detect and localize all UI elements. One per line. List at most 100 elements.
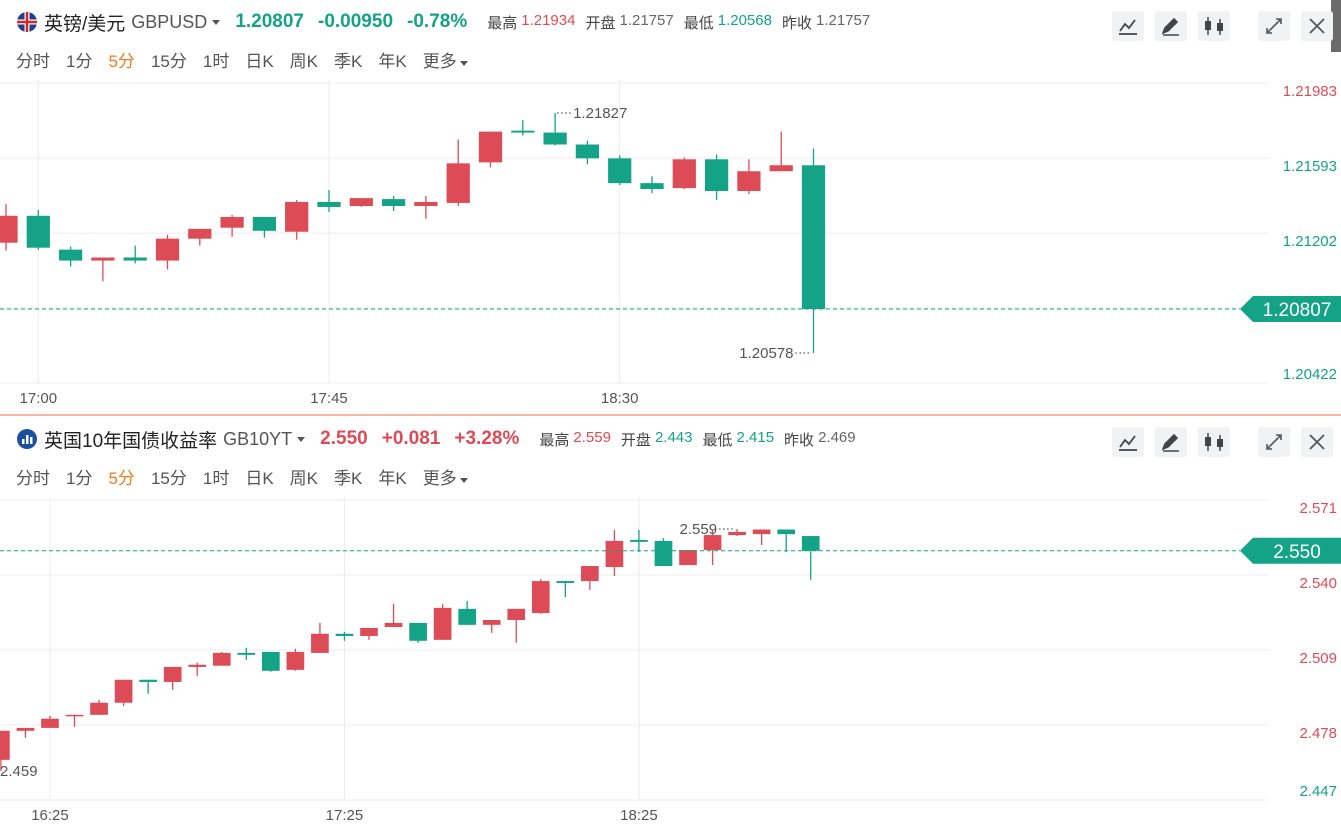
candle-body xyxy=(286,651,305,670)
stat-value: 2.469 xyxy=(818,428,856,446)
stat-label: 昨收 xyxy=(781,14,812,32)
period-tab[interactable]: 1时 xyxy=(202,468,230,488)
last-price-label: 1.20807 xyxy=(1263,300,1332,321)
period-tabs: 分时 1分 5分 15分 1时 日K 周K 季K 年K 更多 xyxy=(16,46,469,72)
candle-body xyxy=(531,581,550,613)
last-price: 2.550 xyxy=(320,428,368,449)
candle-body xyxy=(237,652,256,655)
stat-value: 1.21934 xyxy=(521,11,576,29)
candle-body xyxy=(543,132,567,145)
candle-body xyxy=(360,627,378,636)
dropdown-caret[interactable] xyxy=(459,59,469,67)
candle-body xyxy=(414,201,438,206)
candle-body xyxy=(728,531,746,536)
candle-body xyxy=(446,163,470,203)
period-tab[interactable]: 更多 xyxy=(423,47,469,72)
instrument-header: 英国10年国债收益率 GB10YT 2.550 +0.081 +3.28% 最高… xyxy=(16,424,856,454)
x-tick-label: 17:45 xyxy=(310,390,348,407)
period-tab[interactable]: 1分 xyxy=(66,468,93,488)
period-tab[interactable]: 日K xyxy=(245,468,274,488)
period-tab[interactable]: 15分 xyxy=(150,51,187,71)
candle-body xyxy=(482,620,501,625)
dropdown-caret[interactable] xyxy=(296,435,306,443)
stat-value: 1.21757 xyxy=(815,11,871,29)
flag-icon xyxy=(17,12,37,32)
candle-body xyxy=(703,535,722,551)
period-tab[interactable]: 1时 xyxy=(202,51,230,71)
stats: 最高 2.559 开盘 2.443 最低 2.415 昨收 2.469 xyxy=(533,429,855,450)
dropdown-caret[interactable] xyxy=(459,476,469,484)
candle-body xyxy=(640,183,664,190)
candle-body xyxy=(317,201,341,207)
stat-label: 开盘 xyxy=(585,14,616,32)
candle-body xyxy=(507,608,526,620)
period-tabs: 分时 1分 5分 15分 1时 日K 周K 季K 年K 更多 xyxy=(16,463,469,489)
candle-body xyxy=(0,730,10,760)
stat-label: 最高 xyxy=(539,431,570,449)
candle-body xyxy=(381,199,406,206)
extreme-marker: 1.20578 xyxy=(739,345,793,362)
instrument-name: 英国10年国债收益率 xyxy=(44,430,218,452)
stat-value: 2.415 xyxy=(736,428,775,446)
candle-body xyxy=(556,581,575,583)
stat-value: 2.559 xyxy=(573,428,611,446)
stat-label: 最高 xyxy=(487,14,518,32)
period-tab[interactable]: 季K xyxy=(334,51,363,71)
candle-body xyxy=(188,664,207,667)
period-tab[interactable]: 更多 xyxy=(423,464,469,489)
y-tick-label: 2.447 xyxy=(1299,783,1337,800)
instrument-code[interactable]: GBPUSD xyxy=(131,11,208,32)
period-tab[interactable]: 15分 xyxy=(150,468,187,488)
chart-type-button[interactable] xyxy=(1198,427,1230,457)
candle-body xyxy=(769,165,793,172)
chart-type-button[interactable] xyxy=(1198,11,1230,41)
scrollbar xyxy=(1331,0,1341,52)
stat-value: 2.443 xyxy=(654,428,693,446)
period-tab[interactable]: 日K xyxy=(245,51,274,71)
candle-body xyxy=(737,171,761,192)
candle-body xyxy=(478,131,503,163)
candle-body xyxy=(335,633,354,636)
candle-body xyxy=(155,238,180,261)
instrument-name: 英镑/美元 xyxy=(44,13,126,35)
period-tab[interactable]: 年K xyxy=(378,468,407,488)
stat-label: 开盘 xyxy=(620,431,651,449)
period-tab[interactable]: 分时 xyxy=(16,468,50,488)
period-tab[interactable]: 季K xyxy=(334,468,363,488)
instrument-code[interactable]: GB10YT xyxy=(223,428,293,449)
period-tab[interactable]: 分时 xyxy=(16,51,50,71)
last-price-label: 2.550 xyxy=(1273,542,1321,563)
price-change-percent: -0.78% xyxy=(407,11,468,32)
period-tab[interactable]: 年K xyxy=(378,51,407,71)
candle-body xyxy=(26,215,50,248)
x-tick-label: 17:00 xyxy=(20,390,58,407)
stat-label: 最低 xyxy=(702,431,733,449)
candle-body xyxy=(91,257,115,261)
candle-body xyxy=(458,608,476,625)
candle-body xyxy=(752,529,771,535)
last-price-tag xyxy=(1240,296,1341,323)
candle-body xyxy=(220,216,244,228)
period-tab[interactable]: 5分 xyxy=(108,468,135,488)
stat-value: 1.21757 xyxy=(619,11,674,29)
stat-label: 昨收 xyxy=(784,431,815,449)
stat-value: 1.20568 xyxy=(717,11,772,29)
stat-label: 最低 xyxy=(683,14,714,32)
candle-body xyxy=(123,257,147,261)
price-change-percent: +3.28% xyxy=(454,428,520,449)
period-tab[interactable]: 周K xyxy=(289,468,319,488)
candle-body xyxy=(777,529,796,535)
dropdown-caret[interactable] xyxy=(211,18,221,26)
last-price-tag xyxy=(1240,537,1341,564)
period-tab[interactable]: 5分 xyxy=(108,51,135,71)
candle-body xyxy=(349,198,373,206)
candle-body xyxy=(704,159,729,192)
period-tab[interactable]: 1分 xyxy=(66,51,93,71)
period-tab[interactable]: 周K xyxy=(289,51,319,71)
candle-body xyxy=(630,539,648,542)
candle-body xyxy=(212,652,231,666)
candle-body xyxy=(65,714,84,717)
candle-body xyxy=(575,144,600,159)
